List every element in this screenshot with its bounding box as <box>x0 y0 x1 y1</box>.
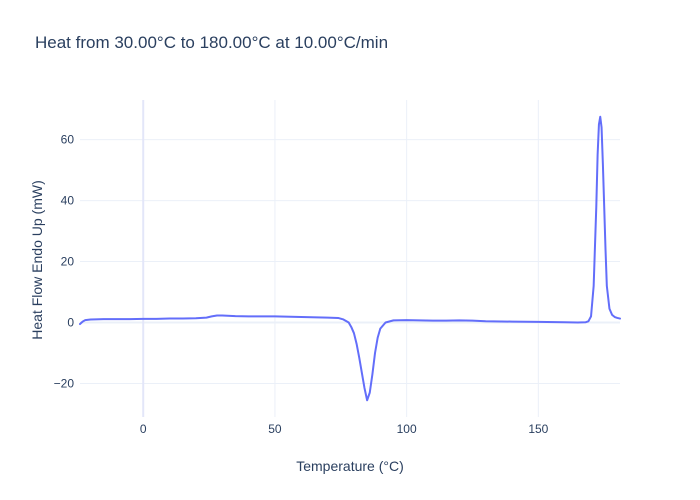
x-tick-label: 0 <box>140 422 147 436</box>
y-tick-label: 20 <box>61 255 75 269</box>
x-tick-label: 50 <box>268 422 282 436</box>
chart-title: Heat from 30.00°C to 180.00°C at 10.00°C… <box>35 33 389 52</box>
series-line <box>79 115 621 402</box>
x-axis-title: Temperature (°C) <box>296 458 404 474</box>
series-layer <box>79 115 621 402</box>
y-tick-label: 60 <box>61 133 75 147</box>
y-tick-label: −20 <box>54 376 75 390</box>
y-tick-label: 0 <box>67 316 74 330</box>
grid-layer <box>80 100 620 417</box>
x-tick-label: 150 <box>528 422 548 436</box>
tick-layer: −20 0 20 40 60 0 50 100 150 <box>54 133 549 436</box>
x-tick-label: 100 <box>397 422 417 436</box>
y-axis-title: Heat Flow Endo Up (mW) <box>29 180 45 339</box>
y-tick-label: 40 <box>61 194 75 208</box>
